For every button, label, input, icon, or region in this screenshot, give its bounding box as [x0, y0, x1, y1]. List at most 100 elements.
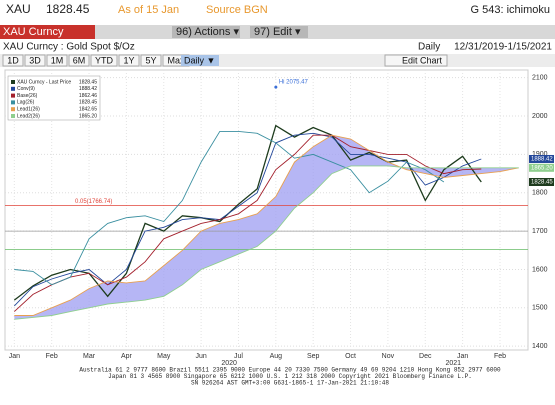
frequency: Daily — [418, 42, 440, 53]
period-button[interactable] — [181, 55, 219, 66]
y-tick-label: 1500 — [532, 305, 548, 312]
year-label: 2020 — [221, 360, 237, 367]
x-tick-label: Sep — [307, 353, 320, 360]
x-tick-label: May — [157, 353, 171, 360]
range-label: YTD — [95, 55, 114, 65]
legend-name: Lag(26) — [17, 100, 35, 106]
x-tick-label: Mar — [83, 353, 96, 360]
edit-chart-label: Edit Chart — [402, 55, 443, 65]
edit-button[interactable] — [250, 26, 308, 38]
y-tick-label: 2000 — [532, 113, 548, 120]
cloud — [14, 135, 519, 320]
reference-label: 0.05(1766.74) — [75, 199, 112, 205]
source: Source BGN — [206, 4, 268, 16]
actions-label: 96) Actions ▾ — [176, 26, 239, 38]
series-line — [13, 132, 482, 307]
footer-line: SN 926264 AST GMT+3:00 G631-1865-1 17-Ja… — [191, 380, 389, 387]
range-button[interactable] — [24, 54, 46, 67]
legend-value: 1865.20 — [79, 113, 97, 119]
page-code: G 543: ichimoku — [471, 4, 550, 16]
x-tick-label: Jul — [234, 353, 243, 360]
footer-line: Australia 61 2 9777 8600 Brazil 5511 239… — [79, 367, 501, 374]
legend-name: Base(26) — [17, 93, 38, 99]
value-tag-label: 1888.42 — [531, 157, 553, 163]
y-tick-label: 2100 — [532, 75, 548, 82]
range-label: 3D — [29, 55, 41, 65]
top-bar — [0, 0, 555, 20]
range-label: 1Y — [123, 55, 134, 65]
value-tag-label: 1865.20 — [531, 165, 553, 171]
legend — [7, 75, 101, 121]
value-tag — [529, 154, 554, 163]
value-tag-label: 1828.45 — [531, 180, 553, 186]
value-tag — [529, 178, 554, 186]
legend-name: Lead1(26) — [17, 107, 40, 113]
legend-swatch — [11, 80, 15, 84]
edit-label: 97) Edit ▾ — [254, 26, 301, 38]
range-button[interactable] — [46, 54, 68, 67]
legend-name: XAU Curncy - Last Price — [17, 79, 71, 85]
x-tick-label: Jan — [9, 353, 20, 360]
high-label: Hi 2075.47 — [279, 80, 309, 86]
x-tick-label: Aug — [270, 353, 283, 360]
date-range: 12/31/2019-1/15/2021 — [454, 42, 552, 53]
security: XAU Curncy — [3, 26, 64, 38]
series-line — [13, 134, 482, 312]
range-button[interactable] — [90, 54, 118, 67]
security-box[interactable] — [0, 25, 95, 39]
legend-name: Conv(9) — [17, 86, 35, 92]
range-label: 1D — [7, 55, 19, 65]
legend-value: 1828.45 — [79, 79, 97, 85]
ticker: XAU — [6, 2, 31, 16]
legend-value: 1862.46 — [79, 93, 97, 99]
year-label: 2021 — [445, 360, 461, 367]
x-tick-label: Jan — [457, 353, 468, 360]
range-label: 5Y — [145, 55, 156, 65]
price: 1828.45 — [46, 2, 90, 16]
footer-line: Japan 81 3 4565 8900 Singapore 65 6212 1… — [108, 373, 472, 380]
series-line — [14, 130, 445, 286]
legend-swatch — [11, 114, 15, 118]
range-button[interactable] — [2, 54, 24, 67]
actions-button[interactable] — [172, 26, 240, 38]
legend-swatch — [11, 100, 15, 105]
legend-name: Lead2(26) — [17, 113, 40, 119]
x-tick-label: Apr — [121, 353, 133, 360]
series-line — [14, 165, 519, 320]
y-tick-label: 1900 — [532, 151, 548, 158]
legend-swatch — [11, 107, 15, 112]
x-tick-label: Nov — [382, 353, 395, 360]
series-line — [14, 134, 519, 316]
x-tick-label: Feb — [46, 353, 58, 360]
x-tick-label: Jun — [195, 353, 206, 360]
x-tick-label: Dec — [419, 353, 432, 360]
range-button[interactable] — [118, 54, 140, 67]
period-label: Daily ▼ — [184, 55, 215, 65]
legend-swatch — [11, 86, 15, 91]
legend-value: 1842.65 — [79, 107, 97, 113]
chart: 1400 1500 1600 1700 1800 1900 2000 2100 Jan Feb Ma… — [5, 70, 554, 367]
high-marker — [274, 85, 278, 89]
y-tick-label: 1400 — [532, 343, 548, 350]
range-button[interactable] — [140, 54, 162, 67]
legend-value: 1888.42 — [79, 86, 97, 92]
y-tick-label: 1600 — [532, 266, 548, 273]
x-tick-label: Feb — [494, 353, 506, 360]
y-tick-label: 1700 — [532, 228, 548, 235]
range-buttons: 1D 3D 1M 6M YTD 1Y 5Y Max — [2, 54, 190, 67]
range-label: Max — [167, 55, 185, 65]
range-button[interactable] — [68, 54, 90, 67]
x-tick-label: Oct — [345, 353, 356, 360]
edit-chart-button[interactable] — [384, 54, 448, 67]
footer: Australia 61 2 9777 8600 Brazil 5511 239… — [79, 367, 501, 387]
description: XAU Curncy : Gold Spot $/Oz — [3, 42, 135, 53]
range-label: 6M — [73, 55, 86, 65]
series-line — [13, 124, 482, 301]
y-tick-label: 1800 — [532, 190, 548, 197]
as-of: As of 15 Jan — [118, 4, 179, 16]
range-label: 1M — [51, 55, 64, 65]
legend-value: 1828.45 — [79, 100, 97, 106]
value-tag — [529, 163, 554, 172]
